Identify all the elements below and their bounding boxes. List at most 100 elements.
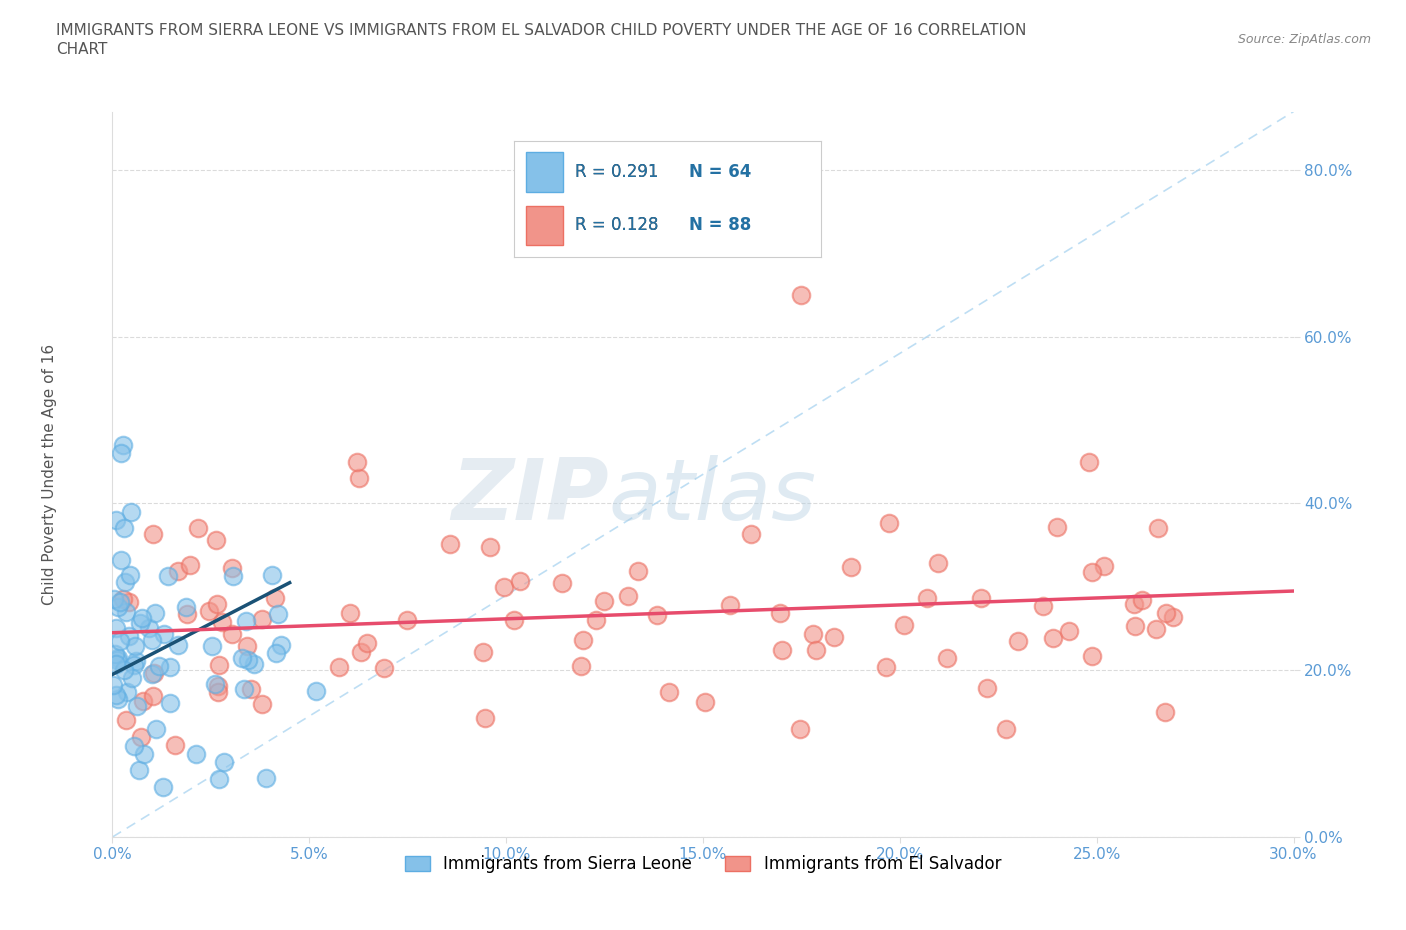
Immigrants from El Salvador	[207, 679, 229, 694]
Immigrants from El Salvador	[915, 591, 938, 605]
Immigrants from El Salvador	[328, 659, 350, 674]
Immigrants from Sierra Leone	[101, 678, 124, 693]
Immigrants from El Salvador	[208, 658, 231, 672]
Text: CHART: CHART	[56, 42, 108, 57]
Immigrants from El Salvador	[695, 694, 717, 709]
Immigrants from El Salvador	[1059, 623, 1081, 638]
Immigrants from El Salvador	[718, 597, 741, 612]
Immigrants from Sierra Leone	[207, 771, 229, 786]
Immigrants from El Salvador	[396, 613, 419, 628]
Immigrants from El Salvador	[893, 618, 915, 632]
Immigrants from El Salvador	[141, 689, 163, 704]
Immigrants from Sierra Leone	[125, 699, 148, 714]
Immigrants from Sierra Leone	[138, 620, 160, 635]
Immigrants from El Salvador	[163, 737, 186, 752]
Immigrants from Sierra Leone	[103, 591, 125, 606]
Immigrants from Sierra Leone	[267, 606, 290, 621]
Immigrants from El Salvador	[1144, 621, 1167, 636]
Immigrants from Sierra Leone	[110, 446, 132, 461]
Immigrants from El Salvador	[207, 597, 229, 612]
Immigrants from El Salvador	[207, 684, 229, 699]
Immigrants from Sierra Leone	[184, 746, 207, 761]
Immigrants from El Salvador	[252, 696, 274, 711]
Immigrants from El Salvador	[801, 627, 824, 642]
Immigrants from Sierra Leone	[107, 599, 129, 614]
Immigrants from El Salvador	[112, 591, 135, 606]
Immigrants from Sierra Leone	[104, 621, 127, 636]
Immigrants from Sierra Leone	[153, 627, 176, 642]
Immigrants from El Salvador	[346, 454, 368, 469]
Immigrants from Sierra Leone	[104, 646, 127, 661]
Immigrants from Sierra Leone	[159, 659, 181, 674]
Immigrants from Sierra Leone	[105, 687, 128, 702]
Immigrants from Sierra Leone	[108, 594, 131, 609]
Immigrants from El Salvador	[976, 681, 998, 696]
Immigrants from El Salvador	[115, 712, 138, 727]
Immigrants from Sierra Leone	[128, 763, 150, 777]
Immigrants from Sierra Leone	[141, 632, 163, 647]
Immigrants from El Salvador	[479, 539, 502, 554]
Text: atlas: atlas	[609, 455, 817, 538]
Immigrants from Sierra Leone	[112, 662, 135, 677]
Immigrants from Sierra Leone	[304, 684, 326, 698]
Immigrants from El Salvador	[1032, 599, 1054, 614]
Immigrants from El Salvador	[1123, 596, 1146, 611]
Immigrants from Sierra Leone	[212, 754, 235, 769]
Immigrants from El Salvador	[935, 650, 957, 665]
Immigrants from El Salvador	[142, 526, 165, 541]
Immigrants from Sierra Leone	[260, 567, 283, 582]
Immigrants from El Salvador	[503, 613, 526, 628]
Immigrants from Sierra Leone	[152, 779, 174, 794]
Immigrants from El Salvador	[1042, 631, 1064, 645]
Immigrants from El Salvador	[132, 694, 155, 709]
Text: Source: ZipAtlas.com: Source: ZipAtlas.com	[1237, 33, 1371, 46]
Immigrants from El Salvador	[592, 594, 614, 609]
Immigrants from El Salvador	[927, 555, 949, 570]
Immigrants from El Salvador	[790, 287, 813, 302]
Immigrants from Sierra Leone	[112, 521, 135, 536]
Immigrants from El Salvador	[347, 471, 370, 485]
Immigrants from El Salvador	[550, 576, 572, 591]
Immigrants from Sierra Leone	[115, 604, 138, 619]
Immigrants from Sierra Leone	[243, 657, 266, 671]
Immigrants from Sierra Leone	[264, 645, 287, 660]
Immigrants from Sierra Leone	[107, 651, 129, 666]
Immigrants from El Salvador	[439, 537, 461, 551]
Immigrants from El Salvador	[1077, 455, 1099, 470]
Immigrants from El Salvador	[1046, 519, 1069, 534]
Immigrants from El Salvador	[187, 521, 209, 536]
Legend: Immigrants from Sierra Leone, Immigrants from El Salvador: Immigrants from Sierra Leone, Immigrants…	[398, 848, 1008, 880]
Immigrants from Sierra Leone	[204, 677, 226, 692]
Text: ZIP: ZIP	[451, 455, 609, 538]
Immigrants from El Salvador	[770, 643, 793, 658]
Immigrants from Sierra Leone	[129, 615, 152, 630]
Immigrants from El Salvador	[804, 643, 827, 658]
Immigrants from El Salvador	[373, 660, 395, 675]
Immigrants from Sierra Leone	[221, 568, 243, 583]
Immigrants from El Salvador	[823, 630, 845, 644]
Immigrants from Sierra Leone	[156, 568, 179, 583]
Immigrants from Sierra Leone	[124, 638, 146, 653]
Immigrants from El Salvador	[585, 613, 607, 628]
Immigrants from Sierra Leone	[105, 656, 128, 671]
Immigrants from El Salvador	[339, 605, 361, 620]
Immigrants from El Salvador	[994, 721, 1017, 736]
Immigrants from Sierra Leone	[148, 658, 170, 673]
Immigrants from El Salvador	[1154, 705, 1177, 720]
Immigrants from Sierra Leone	[236, 652, 259, 667]
Immigrants from Sierra Leone	[141, 667, 163, 682]
Immigrants from Sierra Leone	[231, 651, 253, 666]
Immigrants from El Salvador	[658, 684, 681, 699]
Immigrants from Sierra Leone	[254, 771, 277, 786]
Immigrants from El Salvador	[970, 591, 993, 605]
Immigrants from El Salvador	[627, 564, 650, 578]
Immigrants from Sierra Leone	[159, 696, 181, 711]
Immigrants from Sierra Leone	[105, 652, 128, 667]
Immigrants from Sierra Leone	[118, 629, 141, 644]
Immigrants from El Salvador	[569, 658, 592, 673]
Immigrants from El Salvador	[1146, 520, 1168, 535]
Immigrants from Sierra Leone	[125, 653, 148, 668]
Immigrants from El Salvador	[350, 644, 373, 659]
Immigrants from El Salvador	[211, 615, 233, 630]
Immigrants from El Salvador	[221, 626, 243, 641]
